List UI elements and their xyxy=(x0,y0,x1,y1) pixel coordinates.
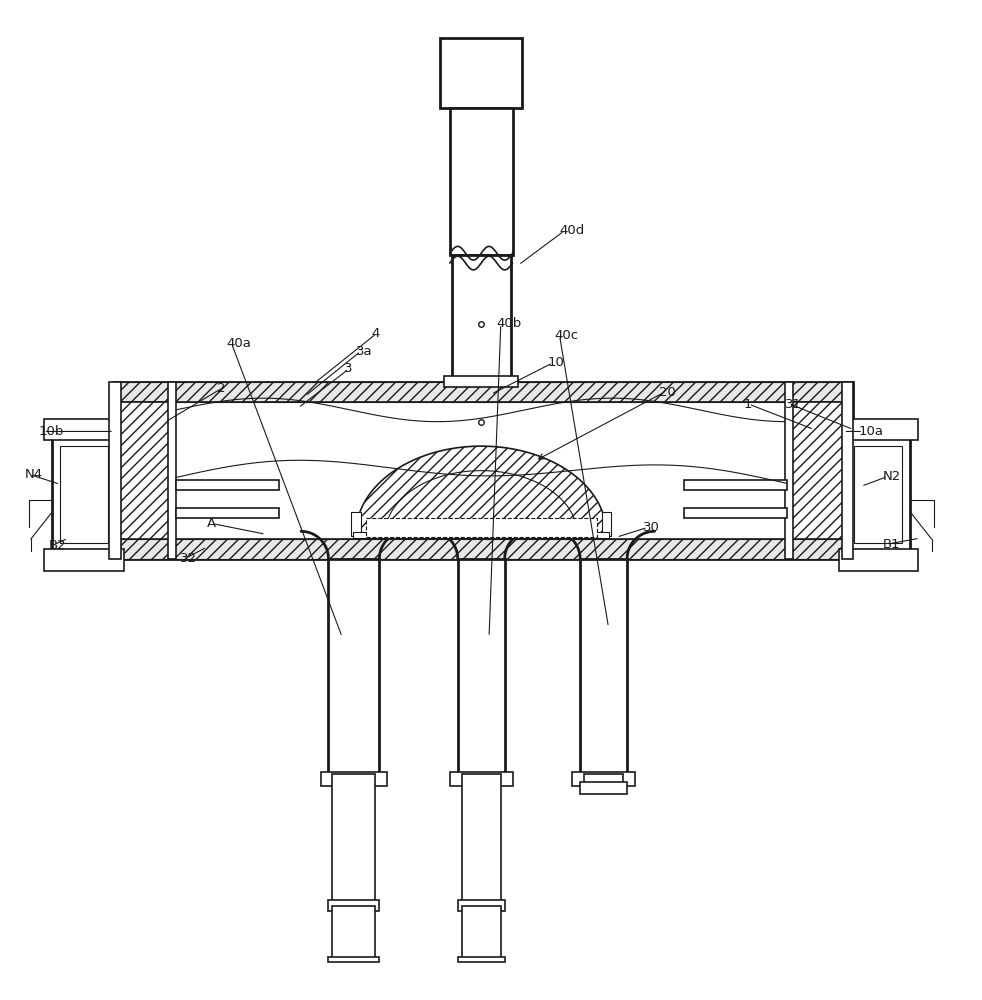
Bar xyxy=(458,559,505,774)
Bar xyxy=(176,480,279,490)
Bar xyxy=(320,772,387,786)
Bar xyxy=(109,382,121,559)
Text: 3a: 3a xyxy=(355,345,372,358)
Text: 4: 4 xyxy=(371,327,380,340)
Bar xyxy=(839,419,918,440)
Bar xyxy=(332,906,375,960)
Bar xyxy=(452,255,511,382)
Text: A: A xyxy=(207,517,216,530)
Bar xyxy=(44,419,124,440)
Bar xyxy=(458,900,505,911)
Bar xyxy=(458,957,505,962)
Text: B2: B2 xyxy=(48,539,66,552)
Text: 40d: 40d xyxy=(560,224,585,237)
Bar xyxy=(440,38,522,108)
Bar xyxy=(791,402,848,539)
Bar xyxy=(580,782,627,794)
Bar xyxy=(584,774,624,784)
Bar xyxy=(785,382,792,559)
Bar xyxy=(328,559,379,774)
Text: 40b: 40b xyxy=(496,317,521,330)
Bar xyxy=(854,446,902,543)
Bar xyxy=(114,402,171,539)
Text: 2: 2 xyxy=(217,382,225,395)
Bar xyxy=(60,446,108,543)
Text: 32: 32 xyxy=(180,552,196,565)
Bar xyxy=(462,774,501,901)
Text: 40c: 40c xyxy=(555,329,578,342)
Bar xyxy=(450,772,513,786)
Text: 20: 20 xyxy=(660,386,677,399)
Text: 30: 30 xyxy=(643,521,660,534)
Bar xyxy=(846,438,910,551)
Text: 10b: 10b xyxy=(38,425,64,438)
Bar xyxy=(580,559,627,774)
Text: 40a: 40a xyxy=(227,337,251,350)
Bar xyxy=(168,382,176,559)
Bar xyxy=(683,508,787,518)
Text: N4: N4 xyxy=(25,468,43,481)
Text: 10: 10 xyxy=(548,356,565,369)
Bar xyxy=(52,438,116,551)
Bar xyxy=(328,957,379,962)
Text: 3: 3 xyxy=(344,362,353,375)
Bar xyxy=(328,900,379,911)
Bar xyxy=(365,518,597,537)
Bar xyxy=(602,512,612,536)
Text: N2: N2 xyxy=(883,470,900,483)
Bar xyxy=(462,906,501,960)
Bar xyxy=(114,539,853,559)
Bar xyxy=(114,382,853,559)
Bar xyxy=(351,512,360,536)
Text: 10a: 10a xyxy=(858,425,883,438)
Bar xyxy=(683,480,787,490)
Polygon shape xyxy=(355,446,607,534)
Bar xyxy=(176,508,279,518)
Bar xyxy=(332,774,375,901)
Bar xyxy=(444,376,518,387)
Bar xyxy=(573,772,635,786)
Text: 1: 1 xyxy=(743,398,752,411)
Bar xyxy=(842,382,853,559)
Bar xyxy=(839,549,918,571)
Bar xyxy=(44,549,124,571)
Text: B1: B1 xyxy=(883,538,900,551)
Bar xyxy=(353,532,610,538)
Text: 31: 31 xyxy=(785,398,801,411)
Bar xyxy=(450,108,513,255)
Bar xyxy=(114,382,853,402)
